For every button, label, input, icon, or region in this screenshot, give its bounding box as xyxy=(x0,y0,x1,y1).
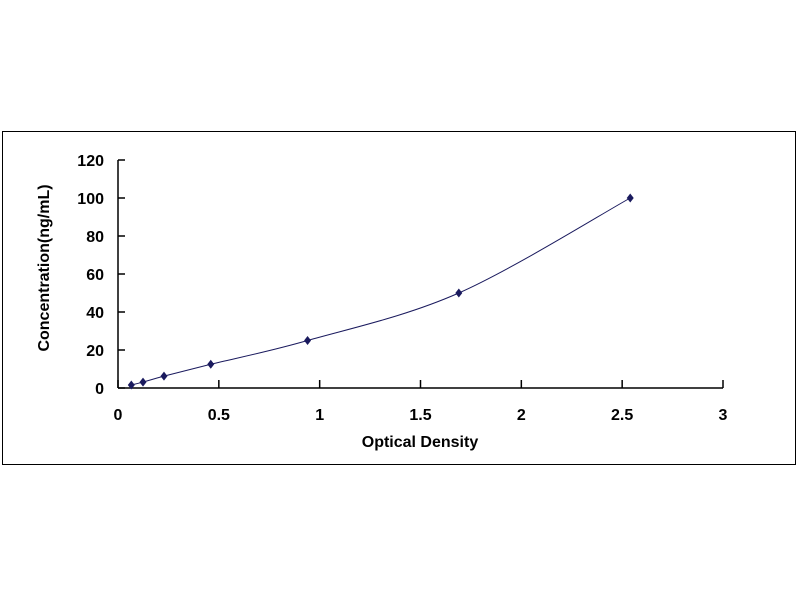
data-point-marker xyxy=(160,371,168,381)
y-axis-label: Concentration(ng/mL) xyxy=(36,184,53,351)
x-axis-label: Optical Density xyxy=(362,434,479,451)
data-point-marker xyxy=(139,377,147,387)
x-tick-label: 2 xyxy=(517,407,526,424)
chart-frame xyxy=(2,131,796,465)
y-tick-label: 0 xyxy=(95,381,104,398)
x-tick-label: 1 xyxy=(315,407,324,424)
data-point-marker xyxy=(127,380,135,390)
trend-curve xyxy=(131,197,631,386)
data-point-marker xyxy=(626,193,634,203)
y-tick-label: 20 xyxy=(86,343,104,360)
data-point-marker xyxy=(304,336,312,345)
x-tick-label: 1.5 xyxy=(409,407,431,424)
data-point-marker xyxy=(455,288,463,298)
data-point-marker xyxy=(207,359,215,369)
y-tick-label: 100 xyxy=(77,191,104,208)
x-tick-label: 3 xyxy=(719,407,728,424)
y-tick-label: 120 xyxy=(77,153,104,170)
y-tick-label: 60 xyxy=(86,267,104,284)
x-tick-label: 0 xyxy=(114,407,123,424)
x-tick-label: 2.5 xyxy=(611,407,633,424)
y-tick-label: 80 xyxy=(86,229,104,246)
y-tick-label: 40 xyxy=(86,305,104,322)
x-tick-label: 0.5 xyxy=(208,407,230,424)
